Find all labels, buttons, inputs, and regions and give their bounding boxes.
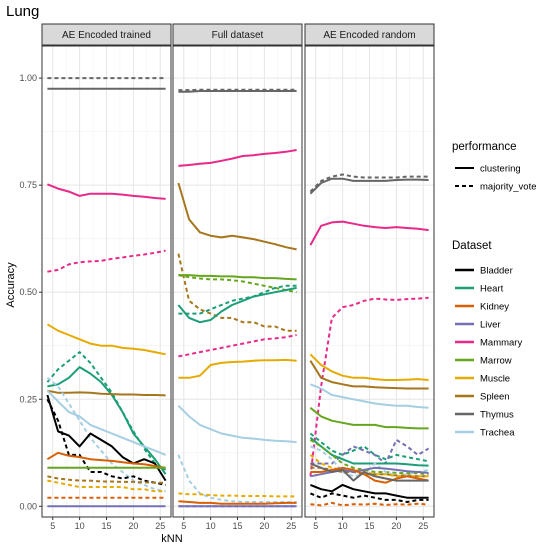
series-line-marrow-clustering [178, 274, 297, 281]
x-tick-label: 15 [232, 521, 242, 531]
legend-label-spleen: Spleen [480, 392, 510, 403]
x-tick-label: 15 [101, 521, 111, 531]
series-line-heart-clustering [47, 366, 167, 475]
legend-label-clustering: clustering [480, 164, 521, 175]
y-tick-label: 1.00 [19, 73, 37, 83]
series-line-kidney-clustering [178, 500, 297, 505]
x-tick-label: 20 [391, 521, 401, 531]
y-tick-label: 0.25 [19, 394, 37, 404]
series-line-thymus-majority-vote [309, 173, 429, 193]
series-line-muscle-clustering [309, 353, 429, 381]
series-line-trachea-clustering [46, 389, 166, 456]
y-tick-label: 0.75 [19, 180, 37, 190]
series-line-mammary-clustering [178, 149, 297, 167]
panel-strip [41, 23, 172, 46]
series-line-trachea-clustering [177, 404, 297, 444]
series-line-trachea-majority-vote [177, 454, 297, 503]
series-group [46, 77, 167, 508]
series-line-spleen-clustering [309, 360, 429, 390]
legend-label-majority-vote: majority_vote [480, 182, 537, 193]
legend-performance-title: performance [452, 141, 517, 153]
series-line-liver-majority-vote [310, 438, 430, 465]
series-line-heart-clustering [177, 286, 297, 324]
legend: performance Dataset clustering majority_v… [452, 141, 537, 439]
series-line-bladder-clustering [310, 483, 429, 499]
x-tick-label: 5 [50, 521, 55, 531]
x-axis-label: kNN [161, 533, 182, 545]
legend-label-thymus: Thymus [480, 410, 514, 421]
series-line-spleen-clustering [47, 389, 166, 397]
series-line-marrow-majority-vote [309, 439, 429, 476]
chart-title: Lung [6, 3, 39, 20]
x-tick-label: 25 [155, 521, 165, 531]
panel-ae-encoded-trained: AE Encoded trained 5 10 15 20 25 0.00 0.25 0.50 0… [19, 23, 172, 531]
legend-label-trachea: Trachea [480, 428, 515, 439]
x-tick-label: 15 [364, 521, 374, 531]
legend-dataset-title: Dataset [452, 240, 492, 252]
x-tick-label: 20 [259, 521, 269, 531]
series-line-mammary-clustering [309, 220, 429, 246]
x-tick-label: 5 [181, 521, 186, 531]
y-tick-label: 0.50 [19, 287, 37, 297]
series-line-thymus-clustering [310, 462, 429, 482]
legend-label-bladder: Bladder [480, 266, 513, 277]
panel-strip-label: Full dataset [212, 30, 264, 41]
legend-label-liver: Liver [480, 320, 501, 331]
series-line-trachea-majority-vote [46, 377, 166, 493]
series-line-mammary-majority-vote [178, 334, 297, 358]
x-tick-label: 5 [313, 521, 318, 531]
legend-label-mammary: Mammary [480, 338, 522, 349]
series-line-kidney-majority-vote [310, 501, 429, 507]
series-line-marrow-majority-vote [178, 274, 297, 294]
x-tick-label: 25 [286, 521, 296, 531]
y-axis-label: Accuracy [5, 262, 17, 308]
series-line-mammary-clustering [47, 183, 166, 200]
series-line-bladder-majority-vote [310, 492, 429, 503]
panel-strip [304, 23, 435, 46]
legend-label-muscle: Muscle [480, 374, 510, 385]
panel-ae-encoded-random: AE Encoded random 5 10 15 20 25 [304, 23, 435, 531]
series-line-thymus-clustering [309, 177, 429, 195]
panel-strip-label: AE Encoded trained [62, 30, 151, 41]
legend-label-marrow: Marrow [480, 356, 512, 367]
panel-strip-label: AE Encoded random [323, 30, 415, 41]
series-line-spleen-majority-vote [47, 475, 166, 484]
series-line-bladder-majority-vote [46, 398, 166, 486]
series-line-trachea-clustering [310, 383, 429, 409]
x-tick-label: 10 [75, 521, 85, 531]
series-line-thymus-clustering [178, 90, 297, 93]
series-line-heart-majority-vote [46, 351, 167, 471]
legend-label-heart: Heart [480, 284, 504, 295]
x-tick-label: 20 [128, 521, 138, 531]
panel-full-dataset: Full dataset 5 10 15 20 25 [172, 23, 303, 531]
series-group [177, 88, 297, 508]
series-group [309, 173, 430, 507]
chart-panels: AE Encoded trained 5 10 15 20 25 0.00 0.25 0.50 0… [19, 23, 435, 531]
legend-label-kidney: Kidney [480, 302, 509, 313]
x-tick-label: 25 [418, 521, 428, 531]
series-line-spleen-majority-vote [177, 253, 297, 332]
series-line-muscle-majority-vote [178, 492, 297, 498]
series-line-mammary-majority-vote [309, 296, 429, 477]
series-line-muscle-majority-vote [47, 479, 166, 493]
panel-strip [172, 23, 303, 46]
series-line-mammary-majority-vote [47, 249, 166, 273]
series-line-marrow-clustering [309, 407, 429, 430]
series-line-kidney-clustering [46, 451, 166, 469]
series-line-bladder-clustering [46, 394, 167, 482]
series-line-muscle-clustering [46, 323, 166, 356]
x-tick-label: 10 [338, 521, 348, 531]
series-line-spleen-clustering [177, 182, 297, 251]
series-line-muscle-clustering [178, 358, 297, 379]
x-tick-label: 10 [206, 521, 216, 531]
y-tick-label: 0.00 [19, 501, 37, 511]
